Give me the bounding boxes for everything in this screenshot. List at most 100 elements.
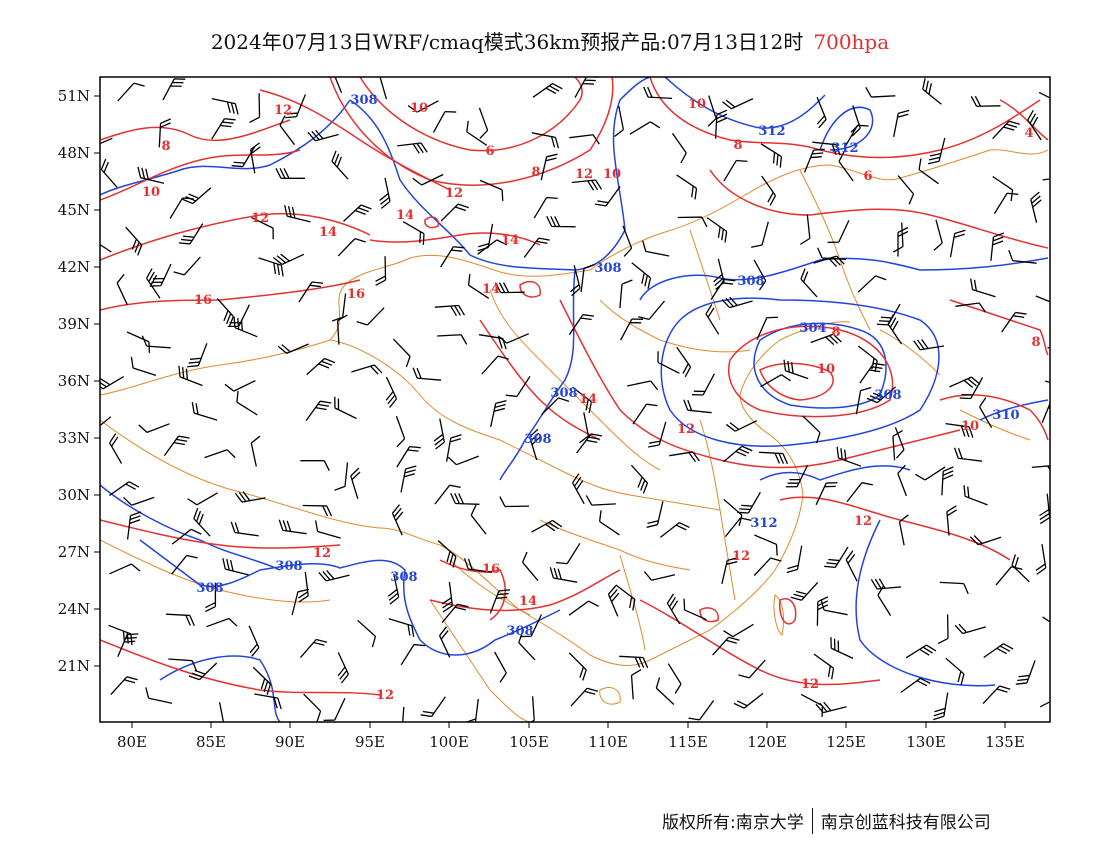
wind-barb: [995, 566, 1023, 586]
wind-barb: [760, 143, 783, 168]
lon-label: 80E: [117, 733, 147, 751]
copyright-divider: [811, 808, 813, 834]
temp-contour-12-south: [639, 599, 881, 686]
temp-contour-12-tibet: [100, 519, 341, 549]
wind-barb: [109, 481, 140, 497]
wind-barb: [388, 618, 415, 637]
height-contour-308-tibet: [139, 539, 561, 656]
wind-barb: [1041, 399, 1050, 424]
title-main: 2024年07月13日WRF/cmaq模式36km预报产品:07月13日12时: [210, 30, 804, 54]
temp-contour-8-ring: [728, 325, 894, 418]
wind-barb: [420, 696, 446, 718]
wind-barb: [569, 134, 600, 145]
wind-barb: [524, 696, 535, 722]
wind-barb: [897, 175, 915, 205]
latitude-axis: 51N 48N 45N 42N 39N 36N 33N 30N 27N 24N …: [58, 87, 90, 675]
wind-barb: [191, 401, 218, 421]
wind-barb: [866, 386, 896, 404]
wind-barb: [531, 519, 563, 533]
lat-label: 45N: [58, 201, 90, 219]
province-line-3: [559, 469, 721, 511]
wind-barb: [146, 268, 161, 299]
wind-barb: [306, 357, 336, 376]
lon-label: 120E: [747, 733, 787, 751]
lat-label: 24N: [58, 600, 90, 618]
wind-barb: [585, 495, 616, 506]
wind-barb: [737, 491, 761, 514]
wind-barb: [555, 542, 581, 565]
wind-barb: [162, 78, 186, 101]
temp-label: 16: [482, 562, 500, 577]
wind-barb: [331, 150, 349, 180]
height-contour-308-south: [499, 269, 576, 481]
lon-label: 110E: [588, 733, 628, 751]
wind-barb: [659, 522, 690, 538]
temp-contour-6: [359, 77, 583, 152]
wind-barb: [1045, 380, 1050, 399]
height-contours: [100, 77, 1049, 722]
wind-barb: [959, 377, 984, 400]
wind-barb: [657, 351, 680, 374]
wind-barb: [233, 316, 258, 338]
wind-barb: [970, 278, 996, 298]
wind-barb: [905, 644, 937, 659]
wind-barb: [683, 598, 707, 621]
wind-barb: [137, 166, 165, 184]
wind-barb: [499, 496, 530, 508]
height-label: 304: [799, 321, 826, 336]
wind-barb: [116, 273, 128, 306]
indochina-line: [429, 599, 531, 722]
wind-barb: [579, 412, 590, 444]
wind-barb: [278, 519, 307, 535]
wind-barb: [490, 399, 507, 428]
wind-barb: [479, 179, 504, 201]
province-line-4: [599, 299, 751, 353]
wind-barb: [216, 298, 234, 328]
wind-barb: [723, 623, 754, 638]
wind-barb: [230, 521, 259, 537]
wind-barb: [412, 173, 444, 186]
wind-barb: [707, 95, 717, 127]
wind-barb: [356, 307, 385, 326]
wind-barb: [630, 669, 642, 700]
wind-barb: [941, 466, 954, 496]
wind-barb: [627, 380, 659, 391]
wind-barb: [187, 343, 208, 368]
lon-label: 115E: [668, 733, 708, 751]
temp-label: 12: [677, 422, 695, 437]
wind-barb: [391, 504, 404, 536]
wind-barb: [464, 698, 479, 722]
wind-barb: [969, 535, 1002, 546]
wind-barb: [638, 300, 665, 321]
province-line-2: [489, 289, 661, 471]
wind-barb: [810, 333, 842, 346]
wind-barb: [1038, 91, 1050, 115]
wind-barb: [314, 520, 341, 539]
wind-barb: [760, 374, 792, 388]
wind-barb: [893, 109, 910, 138]
lat-label: 21N: [58, 657, 90, 675]
wind-barb: [529, 428, 541, 461]
lat-label: 30N: [58, 486, 90, 504]
wind-barb: [683, 399, 712, 414]
copyright-right: 南京创蓝科技有限公司: [820, 813, 991, 833]
wind-barb: [284, 205, 311, 223]
wind-barb: [607, 585, 620, 617]
height-label: 310: [992, 408, 1019, 423]
wind-barb: [933, 219, 943, 251]
wind-barb: [437, 540, 457, 568]
wind-barb: [300, 638, 328, 659]
wind-barb: [100, 158, 118, 188]
wind-barb: [100, 416, 112, 433]
wind-barb: [337, 652, 350, 684]
wind-barb: [1030, 191, 1042, 223]
plot-border: [99, 76, 1051, 723]
wind-barb: [738, 659, 766, 679]
wind-barb: [1011, 554, 1030, 583]
wind-barb: [407, 100, 439, 113]
coastline: [649, 321, 851, 661]
wind-barb: [667, 663, 682, 694]
wind-barb: [138, 423, 170, 434]
wind-barb: [178, 365, 203, 387]
